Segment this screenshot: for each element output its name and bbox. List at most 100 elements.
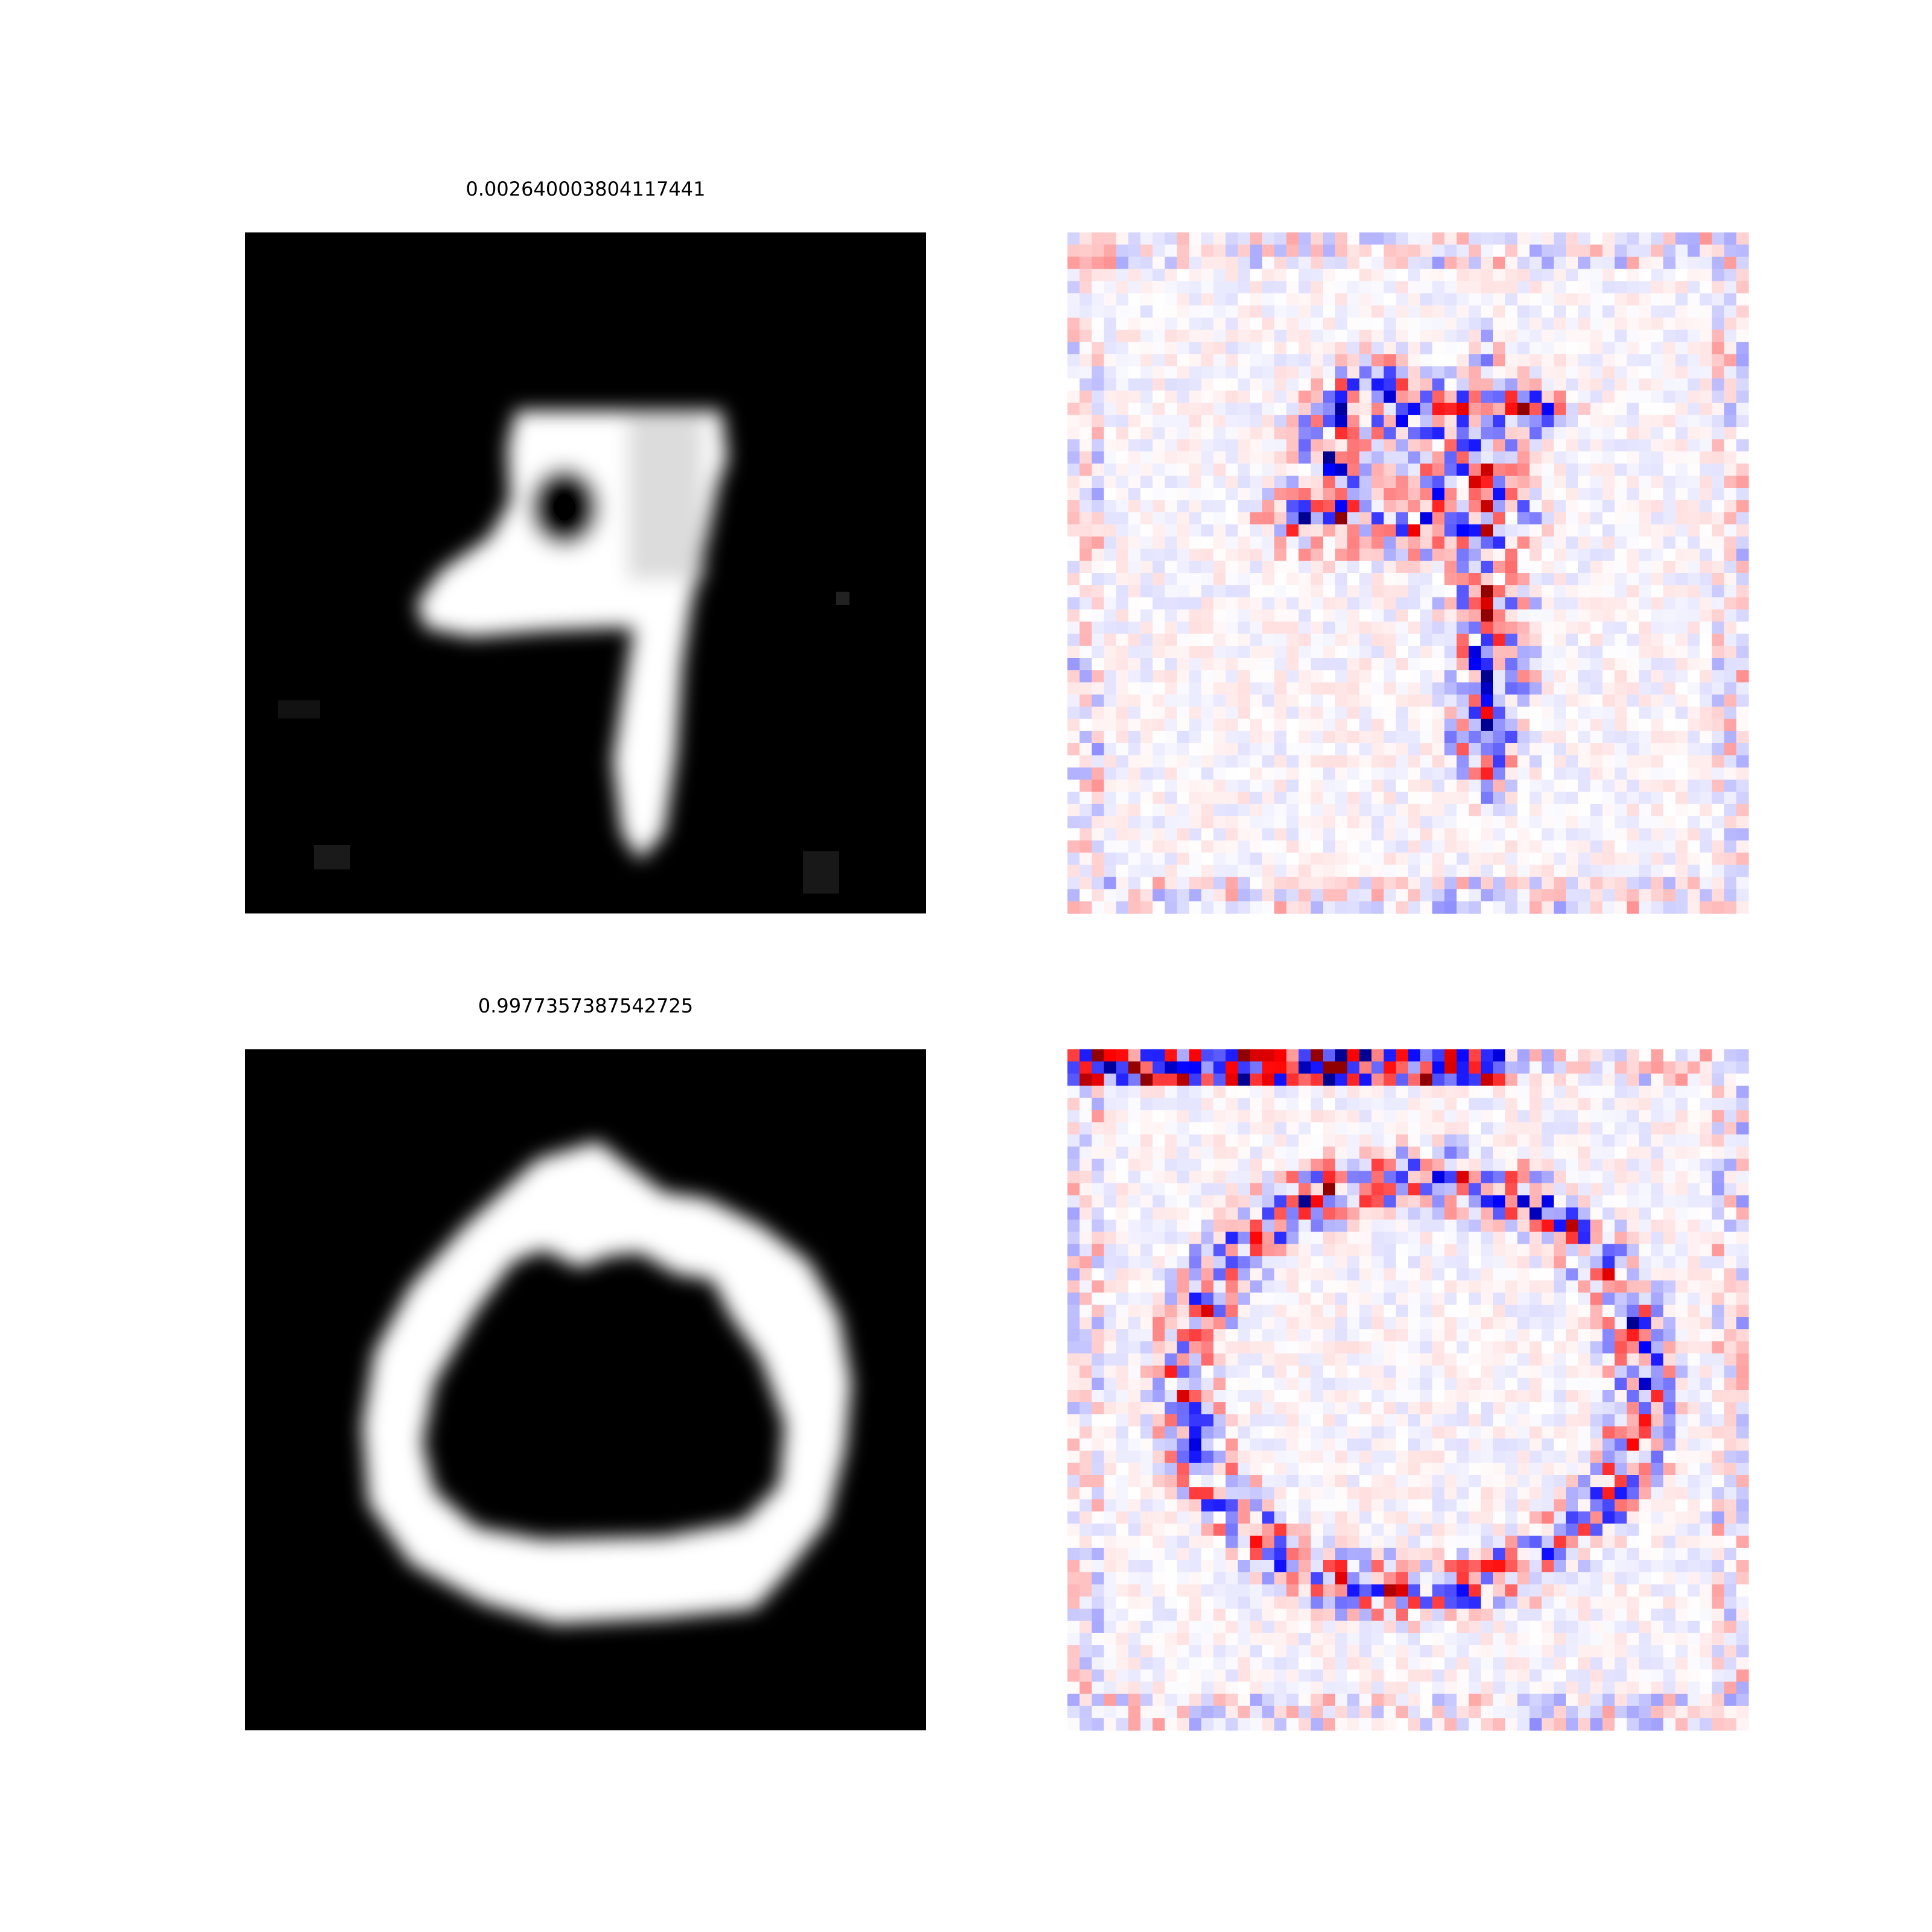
heatmap-cell — [1310, 1098, 1323, 1111]
heatmap-cell — [1153, 755, 1165, 768]
heatmap-cell — [1687, 269, 1701, 282]
heatmap-cell — [1286, 439, 1299, 452]
heatmap-cell — [1578, 232, 1591, 245]
heatmap-cell — [1712, 1268, 1725, 1281]
heatmap-cell — [1347, 500, 1360, 513]
heatmap-cell — [1541, 305, 1555, 318]
heatmap-cell — [1323, 366, 1335, 379]
heatmap-cell — [1602, 415, 1616, 427]
heatmap-cell — [1517, 305, 1531, 318]
heatmap-cell — [1310, 439, 1323, 452]
heatmap-cell — [1395, 403, 1409, 415]
heatmap-cell — [1335, 1098, 1348, 1111]
heatmap-cell — [1675, 1061, 1688, 1074]
heatmap-cell — [1687, 1341, 1701, 1354]
heatmap-cell — [1553, 852, 1567, 866]
heatmap-cell — [1383, 1183, 1396, 1196]
heatmap-cell — [1359, 1195, 1372, 1208]
heatmap-cell — [1371, 1195, 1384, 1208]
heatmap-cell — [1310, 1365, 1323, 1378]
heatmap-cell — [1116, 889, 1129, 902]
heatmap-cell — [1493, 645, 1506, 659]
heatmap-cell — [1687, 658, 1701, 671]
heatmap-cell — [1274, 318, 1287, 330]
heatmap-cell — [1700, 585, 1713, 598]
heatmap-cell — [1468, 1292, 1482, 1305]
heatmap-cell — [1274, 475, 1287, 488]
heatmap-cell — [1153, 852, 1165, 866]
heatmap-cell — [1286, 1122, 1299, 1135]
heatmap-cell — [1639, 1341, 1652, 1354]
heatmap-cell — [1140, 1353, 1153, 1366]
heatmap-cell — [1067, 865, 1080, 878]
heatmap-cell — [1456, 463, 1470, 476]
heatmap-cell — [1238, 1414, 1250, 1427]
heatmap-cell — [1639, 500, 1652, 513]
heatmap-cell — [1505, 293, 1518, 306]
heatmap-cell — [1262, 1086, 1275, 1099]
heatmap-cell — [1700, 1244, 1713, 1257]
heatmap-cell — [1602, 245, 1616, 257]
heatmap-cell — [1140, 731, 1153, 744]
heatmap-cell — [1298, 706, 1311, 720]
heatmap-cell — [1432, 1147, 1445, 1159]
heatmap-cell — [1165, 330, 1177, 342]
heatmap-cell — [1335, 318, 1348, 330]
heatmap-cell — [1177, 1305, 1190, 1317]
heatmap-cell — [1444, 415, 1457, 427]
heatmap-cell — [1480, 1305, 1494, 1317]
heatmap-cell — [1553, 1049, 1567, 1062]
heatmap-cell — [1651, 670, 1664, 683]
heatmap-cell — [1116, 645, 1129, 659]
heatmap-cell — [1541, 1305, 1555, 1317]
heatmap-cell — [1639, 524, 1652, 537]
heatmap-cell — [1553, 1365, 1567, 1378]
heatmap-cell — [1153, 1061, 1165, 1074]
heatmap-cell — [1687, 865, 1701, 878]
heatmap-cell — [1432, 1061, 1445, 1074]
heatmap-cell — [1335, 585, 1348, 598]
heatmap-cell — [1553, 840, 1567, 853]
heatmap-cell — [1687, 342, 1701, 355]
heatmap-cell — [1323, 512, 1335, 525]
heatmap-cell — [1310, 378, 1323, 391]
heatmap-cell — [1553, 1183, 1567, 1196]
heatmap-cell — [1153, 1134, 1165, 1147]
heatmap-cell — [1614, 633, 1628, 647]
heatmap-cell — [1238, 330, 1250, 342]
heatmap-cell — [1165, 1390, 1177, 1403]
heatmap-cell — [1529, 706, 1543, 720]
heatmap-cell — [1177, 524, 1190, 537]
heatmap-cell — [1092, 1292, 1105, 1305]
heatmap-cell — [1189, 670, 1202, 683]
heatmap-cell — [1116, 257, 1129, 270]
heatmap-cell — [1104, 767, 1117, 781]
heatmap-cell — [1323, 670, 1335, 683]
heatmap-cell — [1298, 548, 1311, 561]
heatmap-cell — [1201, 779, 1214, 793]
heatmap-cell — [1383, 767, 1396, 781]
heatmap-cell — [1201, 1268, 1214, 1281]
heatmap-cell — [1250, 633, 1262, 647]
heatmap-cell — [1286, 305, 1299, 318]
heatmap-cell — [1493, 512, 1506, 525]
heatmap-cell — [1590, 706, 1603, 720]
heatmap-cell — [1517, 536, 1531, 549]
heatmap-cell — [1371, 1122, 1384, 1135]
heatmap-cell — [1274, 524, 1287, 537]
heatmap-cell — [1505, 560, 1518, 574]
heatmap-cell — [1140, 1110, 1153, 1123]
heatmap-cell — [1310, 232, 1323, 245]
heatmap-cell — [1359, 767, 1372, 781]
heatmap-cell — [1213, 718, 1226, 732]
heatmap-cell — [1383, 548, 1396, 561]
heatmap-cell — [1153, 318, 1165, 330]
heatmap-cell — [1116, 792, 1129, 805]
heatmap-cell — [1383, 1365, 1396, 1378]
heatmap-cell — [1225, 1207, 1238, 1220]
heatmap-cell — [1359, 245, 1372, 257]
heatmap-cell — [1602, 1086, 1616, 1099]
heatmap-cell — [1371, 1183, 1384, 1196]
heatmap-cell — [1104, 633, 1117, 647]
heatmap-cell — [1553, 342, 1567, 355]
